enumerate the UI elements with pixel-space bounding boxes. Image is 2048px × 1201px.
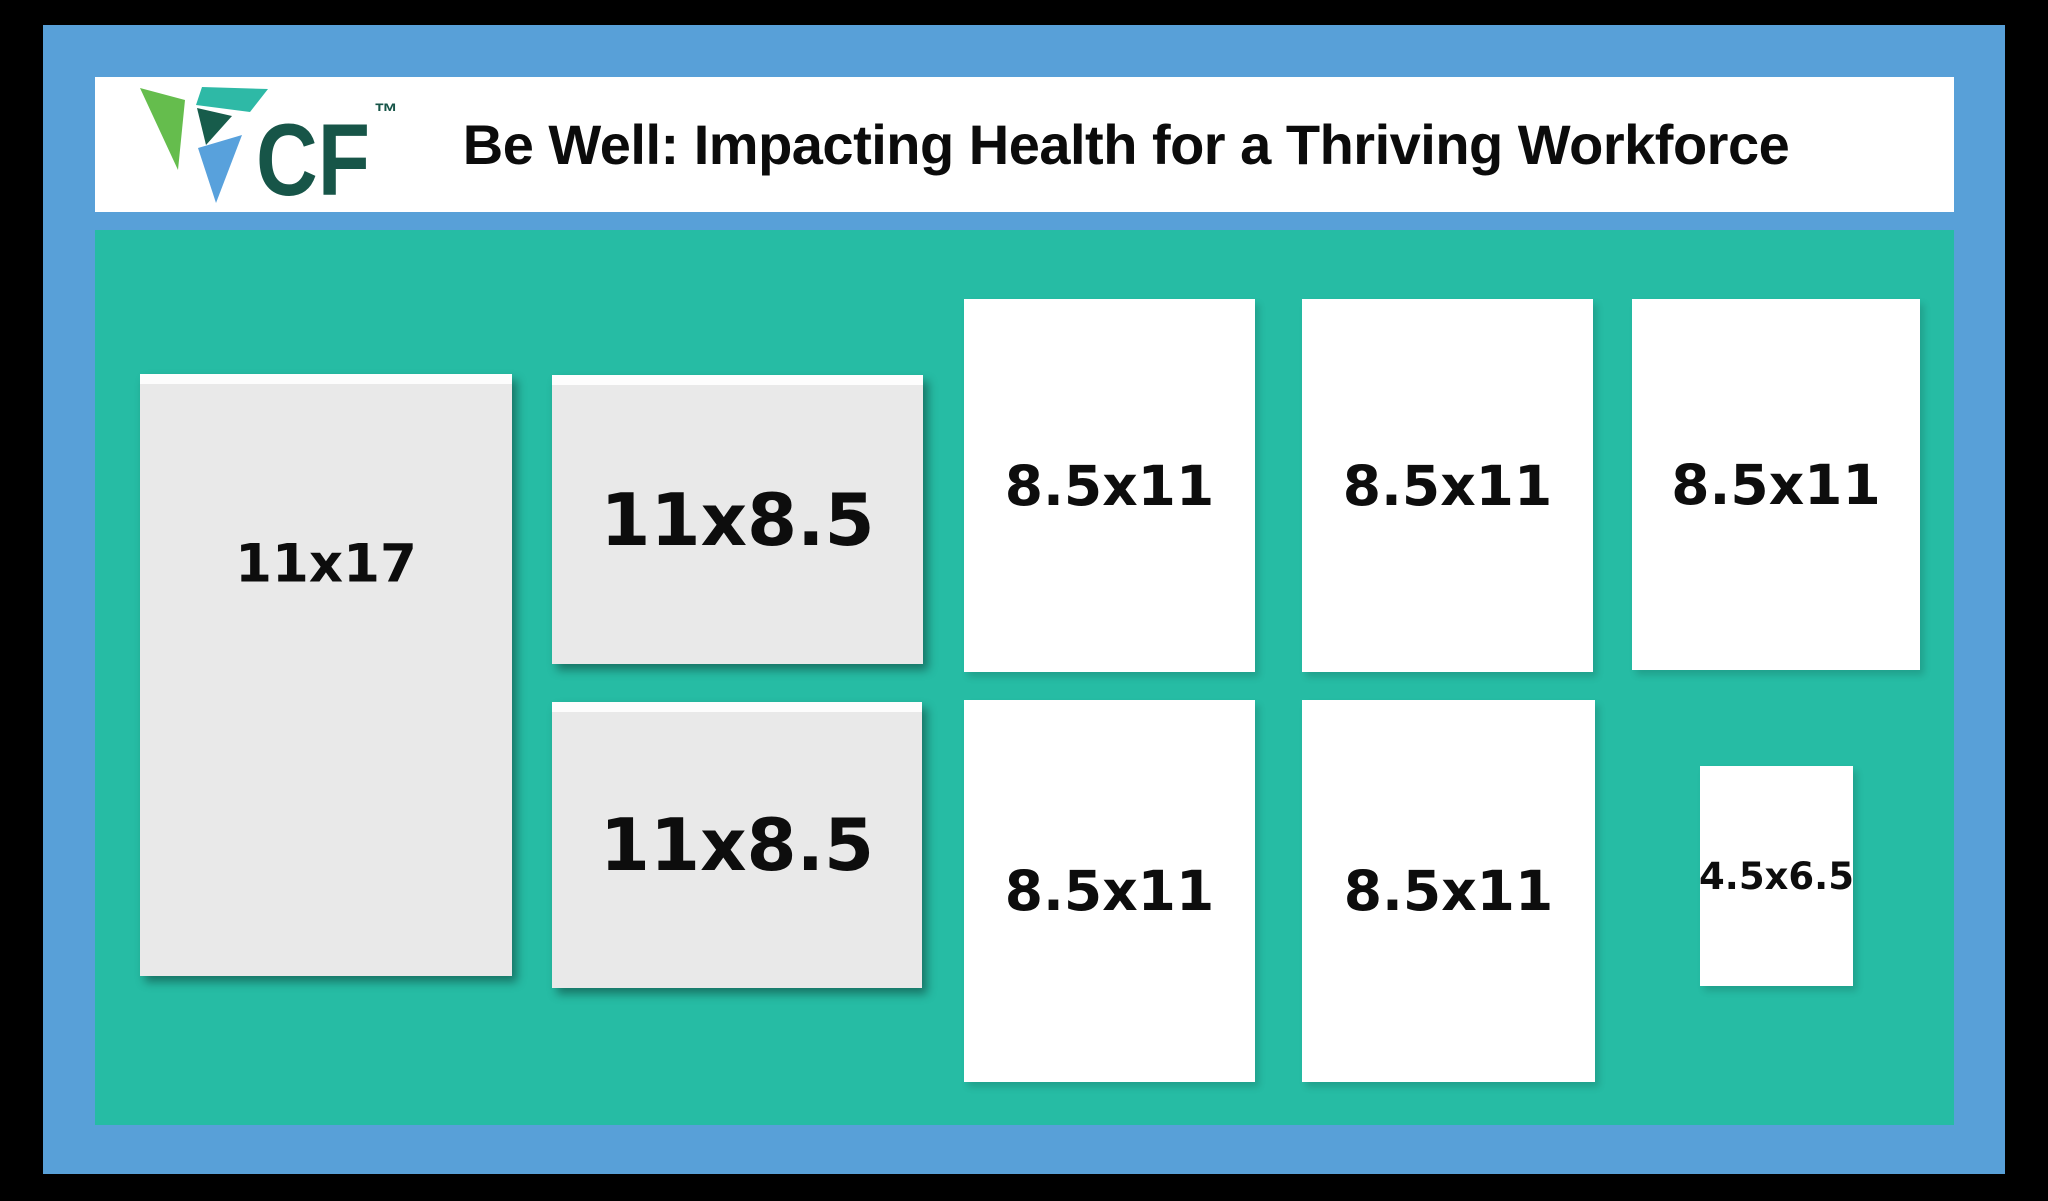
size-card-8-5x11-bottom-2: 8.5x11: [1302, 700, 1595, 1082]
logo-trademark: ™: [374, 99, 398, 126]
logo-triangle-green: [140, 88, 185, 170]
size-label: 11x8.5: [599, 803, 875, 887]
size-label: 8.5x11: [1671, 452, 1881, 517]
size-label: 8.5x11: [1004, 859, 1215, 923]
size-label: 8.5x11: [1342, 453, 1553, 518]
page-title: Be Well: Impacting Health for a Thriving…: [462, 113, 1790, 176]
size-card-8-5x11-top-1: 8.5x11: [964, 299, 1255, 672]
size-card-11x8-5-top: 11x8.5: [552, 375, 923, 664]
size-label: 8.5x11: [1004, 453, 1215, 518]
teal-board: 11x17 11x8.5 11x8.5 8.5x11 8.5x11 8.5x11…: [95, 230, 1954, 1125]
size-label: 11x17: [235, 533, 417, 595]
size-card-8-5x11-top-2: 8.5x11: [1302, 299, 1593, 672]
size-label: 4.5x6.5: [1699, 854, 1854, 898]
size-label: 11x8.5: [600, 477, 875, 562]
size-card-11x17: 11x17: [140, 374, 512, 976]
header-bar: CF ™ Be Well: Impacting Health for a Thr…: [95, 77, 1954, 212]
size-label: 8.5x11: [1343, 859, 1554, 923]
logo-triangle-dark-green: [197, 108, 232, 145]
size-card-8-5x11-bottom-1: 8.5x11: [964, 700, 1255, 1082]
size-card-11x8-5-bottom: 11x8.5: [552, 702, 922, 988]
cf-logo-mark: CF ™: [140, 87, 398, 203]
logo-letters: CF: [256, 103, 370, 203]
size-card-4-5x6-5: 4.5x6.5: [1699, 766, 1854, 986]
logo-triangle-teal: [196, 87, 268, 112]
logo-triangle-blue: [198, 135, 242, 203]
cf-logo: CF ™: [138, 86, 398, 203]
size-card-8-5x11-top-3: 8.5x11: [1632, 299, 1920, 670]
